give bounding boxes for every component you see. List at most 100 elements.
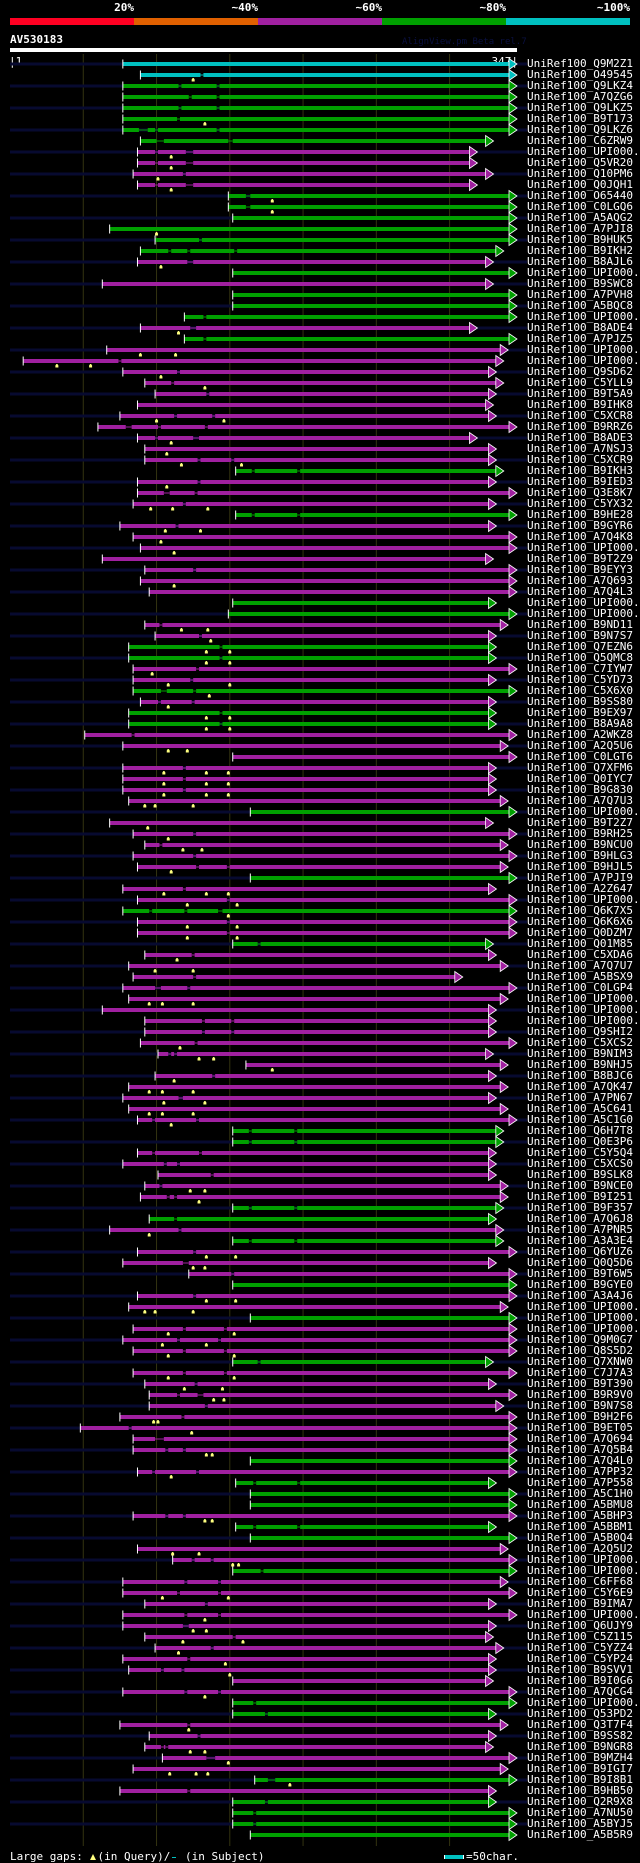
hit-label[interactable]: UniRef100_B8AJL6 [527, 255, 633, 268]
hit-label[interactable]: UniRef100_B9MZH4 [527, 1751, 633, 1764]
hit-label[interactable]: UniRef100_B9SLK8 [527, 1168, 633, 1181]
hit-label[interactable]: UniRef100_B8ADE3 [527, 431, 633, 444]
hit-label[interactable]: UniRef100_C0LGT6 [527, 750, 633, 763]
hit-label[interactable]: UniRef100_Q8S5D2 [527, 1344, 633, 1357]
hit-label[interactable]: UniRef100_B8ADE4 [527, 321, 633, 334]
hit-label[interactable]: UniRef100_B8A9A8 [527, 717, 633, 730]
hit-label[interactable]: UniRef100_C5Z115 [527, 1630, 633, 1643]
hit-label[interactable]: UniRef100_A7Q6J8 [527, 1212, 633, 1225]
hit-label[interactable]: UniRef100_Q53PD2 [527, 1707, 633, 1720]
hit-label[interactable]: UniRef100_B9T390 [527, 1377, 633, 1390]
hit-label[interactable]: UniRef100_C5XCS0 [527, 1157, 633, 1170]
hit-label[interactable]: UniRef100_B9SVV1 [527, 1663, 633, 1676]
hit-label[interactable]: UniRef100_A5B5R9 [527, 1828, 633, 1841]
hit-label[interactable]: UniRef100_Q10PM6 [527, 167, 633, 180]
hit-label[interactable]: UniRef100_UPI000.. [527, 310, 640, 323]
hit-label[interactable]: UniRef100_B9N7S7 [527, 629, 633, 642]
hit-label[interactable]: UniRef100_O65440 [527, 189, 633, 202]
hit-label[interactable]: UniRef100_B9I251 [527, 1190, 633, 1203]
hit-label[interactable]: UniRef100_B9HLG3 [527, 849, 633, 862]
hit-label[interactable]: UniRef100_UPI000.. [527, 805, 640, 818]
hit-label[interactable]: UniRef100_Q0DZM7 [527, 926, 633, 939]
hit-label[interactable]: UniRef100_UPI000.. [527, 596, 640, 609]
hit-label[interactable]: UniRef100_A3A4J6 [527, 1289, 633, 1302]
hit-label[interactable]: UniRef100_Q5QMC8 [527, 651, 633, 664]
hit-label[interactable]: UniRef100_A3A3E4 [527, 1234, 633, 1247]
hit-label[interactable]: UniRef100_C7J7A3 [527, 1366, 633, 1379]
hit-label[interactable]: UniRef100_C5YX32 [527, 497, 633, 510]
hit-label[interactable]: UniRef100_Q7XNW0 [527, 1355, 633, 1368]
hit-label[interactable]: UniRef100_B9T2Z7 [527, 816, 633, 829]
hit-label[interactable]: UniRef100_C6FF68 [527, 1575, 633, 1588]
hit-label[interactable]: UniRef100_A5C1H0 [527, 1487, 633, 1500]
hit-label[interactable]: UniRef100_B8BJC6 [527, 1069, 633, 1082]
hit-label[interactable]: UniRef100_B9NIM3 [527, 1047, 633, 1060]
hit-label[interactable]: UniRef100_C5YZZ4 [527, 1641, 633, 1654]
hit-label[interactable]: UniRef100_A7Q4L3 [527, 585, 633, 598]
hit-label[interactable]: UniRef100_Q6YUZ6 [527, 1245, 633, 1258]
hit-label[interactable]: UniRef100_A7QK47 [527, 1080, 633, 1093]
hit-label[interactable]: UniRef100_B9I8B1 [527, 1773, 633, 1786]
hit-label[interactable]: UniRef100_A2Z647 [527, 882, 633, 895]
hit-label[interactable]: UniRef100_B9ET05 [527, 1421, 633, 1434]
hit-label[interactable]: UniRef100_A2Q5U6 [527, 739, 633, 752]
hit-label[interactable]: UniRef100_Q0IYC7 [527, 772, 633, 785]
hit-label[interactable]: UniRef100_B9F357 [527, 1201, 633, 1214]
hit-label[interactable]: UniRef100_Q3E8K7 [527, 486, 633, 499]
hit-label[interactable]: UniRef100_UPI000.. [527, 343, 640, 356]
hit-label[interactable]: UniRef100_B9HUK5 [527, 233, 633, 246]
hit-label[interactable]: UniRef100_Q9M0G7 [527, 1333, 633, 1346]
hit-label[interactable]: UniRef100_Q7XFM6 [527, 761, 633, 774]
hit-label[interactable]: UniRef100_UPI000.. [527, 607, 640, 620]
hit-label[interactable]: UniRef100_UPI000.. [527, 1696, 640, 1709]
hit-label[interactable]: UniRef100_A7PN67 [527, 1091, 633, 1104]
hit-label[interactable]: UniRef100_C5Y5Q4 [527, 1146, 633, 1159]
hit-label[interactable]: UniRef100_C5XCS2 [527, 1036, 633, 1049]
hit-label[interactable]: UniRef100_B9SS82 [527, 1729, 633, 1742]
hit-label[interactable]: UniRef100_UPI000.. [527, 1300, 640, 1313]
hit-label[interactable]: UniRef100_C5X6X0 [527, 684, 633, 697]
hit-label[interactable]: UniRef100_B9T2Z9 [527, 552, 633, 565]
hit-label[interactable]: UniRef100_B9IMA7 [527, 1597, 633, 1610]
hit-label[interactable]: UniRef100_Q2R9X8 [527, 1795, 633, 1808]
hit-label[interactable]: UniRef100_C5XCR9 [527, 453, 633, 466]
hit-label[interactable]: UniRef100_B9HE28 [527, 508, 633, 521]
hit-label[interactable]: UniRef100_C0LGP4 [527, 981, 633, 994]
hit-label[interactable]: UniRef100_UPI000.. [527, 1564, 640, 1577]
hit-label[interactable]: UniRef100_B9HB50 [527, 1784, 633, 1797]
hit-label[interactable]: UniRef100_A7P558 [527, 1476, 633, 1489]
hit-label[interactable]: UniRef100_A5BBM1 [527, 1520, 633, 1533]
hit-label[interactable]: UniRef100_Q3T7F4 [527, 1718, 633, 1731]
hit-label[interactable]: UniRef100_Q9SHI2 [527, 1025, 633, 1038]
hit-label[interactable]: UniRef100_A5BYJ5 [527, 1817, 633, 1830]
hit-label[interactable]: UniRef100_B9I0G6 [527, 1674, 633, 1687]
hit-label[interactable]: UniRef100_B9IGI7 [527, 1762, 633, 1775]
hit-label[interactable]: UniRef100_Q0E3P6 [527, 1135, 633, 1148]
hit-label[interactable]: UniRef100_A7Q7U7 [527, 959, 633, 972]
hit-label[interactable]: UniRef100_A2WKZ8 [527, 728, 633, 741]
hit-label[interactable]: UniRef100_UPI000.. [527, 1553, 640, 1566]
hit-label[interactable]: UniRef100_B9R9V0 [527, 1388, 633, 1401]
hit-label[interactable]: UniRef100_Q9M2Z1 [527, 57, 633, 70]
hit-label[interactable]: UniRef100_C6ZRW9 [527, 134, 633, 147]
hit-label[interactable]: UniRef100_UPI000.. [527, 1014, 640, 1027]
hit-label[interactable]: UniRef100_A7Q693 [527, 574, 633, 587]
hit-label[interactable]: UniRef100_B9NHJ5 [527, 1058, 633, 1071]
hit-label[interactable]: UniRef100_Q6UJY9 [527, 1619, 633, 1632]
hit-label[interactable]: UniRef100_B9RRZ6 [527, 420, 633, 433]
hit-label[interactable]: UniRef100_A7NSJ3 [527, 442, 633, 455]
hit-label[interactable]: UniRef100_A7QCG4 [527, 1685, 633, 1698]
hit-label[interactable]: UniRef100_A5C1G0 [527, 1113, 633, 1126]
hit-label[interactable]: UniRef100_B9T6W5 [527, 1267, 633, 1280]
hit-label[interactable]: UniRef100_Q0Q5D6 [527, 1256, 633, 1269]
hit-label[interactable]: UniRef100_C0LGQ6 [527, 200, 633, 213]
hit-label[interactable]: UniRef100_A7Q7U3 [527, 794, 633, 807]
hit-label[interactable]: UniRef100_A5BQC8 [527, 299, 633, 312]
hit-label[interactable]: UniRef100_C5Y6E9 [527, 1586, 633, 1599]
hit-label[interactable]: UniRef100_B9N7S8 [527, 1399, 633, 1412]
hit-label[interactable]: UniRef100_B9GYE0 [527, 1278, 633, 1291]
hit-label[interactable]: UniRef100_A7Q694 [527, 1432, 633, 1445]
hit-label[interactable]: UniRef100_C7IYW7 [527, 662, 633, 675]
hit-label[interactable]: UniRef100_A7Q4L0 [527, 1454, 633, 1467]
hit-label[interactable]: UniRef100_B9G830 [527, 783, 633, 796]
